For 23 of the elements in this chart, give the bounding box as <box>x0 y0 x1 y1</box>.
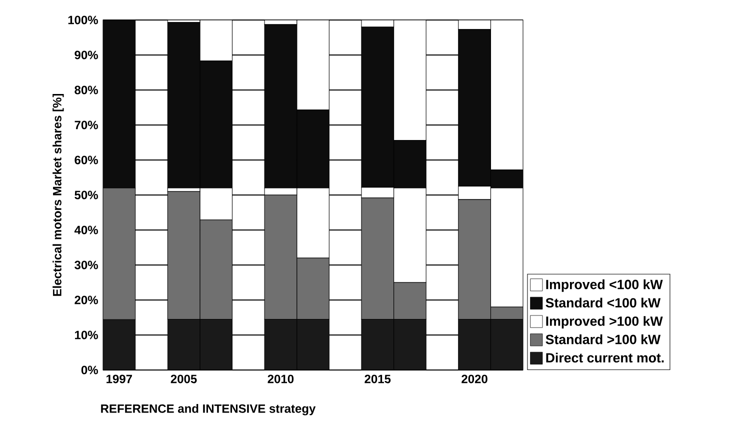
y-tick-label: 40% <box>74 226 98 234</box>
x-axis-title: REFERENCE and INTENSIVE strategy <box>101 404 316 416</box>
y-tick-label: 100% <box>68 16 98 24</box>
x-tick-label: 2010 <box>268 374 294 384</box>
y-tick-label: 80% <box>74 86 98 94</box>
x-tick-label: 2005 <box>170 374 197 384</box>
legend-label: Standard <100 kW <box>546 298 661 308</box>
x-tick-label: 2020 <box>462 374 488 384</box>
y-tick-label: 50% <box>74 190 98 200</box>
y-tick-label: 0% <box>81 366 98 374</box>
y-tick-label: 10% <box>75 330 98 340</box>
y-tick-label: 70% <box>74 120 98 130</box>
y-tick-label: 20% <box>74 296 98 304</box>
y-tick-label: 30% <box>74 260 98 270</box>
y-tick-label: 60% <box>74 156 98 164</box>
y-tick-label: 90% <box>74 50 98 60</box>
legend-label: Improved >100 kW <box>546 316 663 329</box>
x-tick-label: 1997 <box>106 374 132 384</box>
legend-label: Improved <100 kW <box>546 279 663 292</box>
legend-label: Direct current mot. <box>546 352 664 363</box>
x-tick-label: 2015 <box>364 374 391 384</box>
y-axis-title: Electrical motors Market shares [%] <box>52 94 64 296</box>
legend-label: Standard >100 kW <box>546 334 661 344</box>
